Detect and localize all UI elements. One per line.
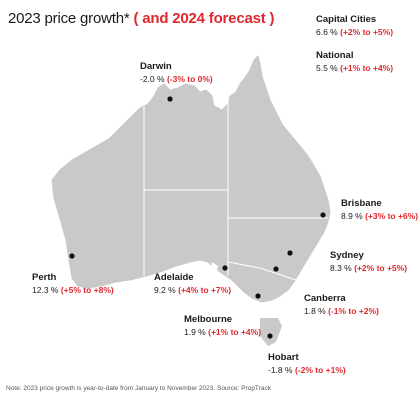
map-title: 2023 price growth* ( and 2024 forecast ) bbox=[8, 10, 275, 27]
canberra-value: 1.8 % bbox=[304, 306, 326, 316]
marker-brisbane bbox=[320, 212, 326, 218]
label-darwin: Darwin -2.0 % (-3% to 0%) bbox=[140, 61, 213, 85]
label-melbourne: Melbourne 1.9 % (+1% to +4%) bbox=[184, 314, 261, 338]
marker-melbourne bbox=[255, 293, 261, 299]
melbourne-value: 1.9 % bbox=[184, 327, 206, 337]
darwin-forecast: (-3% to 0%) bbox=[166, 74, 213, 84]
label-canberra: Canberra 1.8 % (-1% to +2%) bbox=[304, 293, 379, 317]
melbourne-forecast: (+1% to +4%) bbox=[208, 327, 262, 337]
hobart-name: Hobart bbox=[268, 352, 299, 363]
adelaide-forecast: (+4% to +7%) bbox=[178, 285, 232, 295]
national-forecast: (+1% to +4%) bbox=[340, 63, 394, 73]
brisbane-name: Brisbane bbox=[341, 198, 382, 209]
capital-forecast: (+2% to +5%) bbox=[340, 27, 394, 37]
marker-sydney bbox=[287, 250, 293, 256]
label-sydney: Sydney 8.3 % (+2% to +5%) bbox=[330, 250, 407, 274]
canberra-name: Canberra bbox=[304, 293, 346, 304]
national-value: 5.5 % bbox=[316, 63, 338, 73]
darwin-value: -2.0 % bbox=[140, 74, 165, 84]
perth-forecast: (+5% to +8%) bbox=[60, 285, 114, 295]
marker-hobart bbox=[267, 333, 273, 339]
city-markers bbox=[69, 96, 326, 339]
label-capital-cities: Capital Cities 6.6 % (+2% to +5%) bbox=[316, 14, 393, 38]
label-perth: Perth 12.3 % (+5% to +8%) bbox=[32, 272, 114, 296]
marker-perth bbox=[69, 253, 75, 259]
perth-value: 12.3 % bbox=[32, 285, 59, 295]
marker-darwin bbox=[167, 96, 173, 102]
label-adelaide: Adelaide 9.2 % (+4% to +7%) bbox=[154, 272, 231, 296]
darwin-name: Darwin bbox=[140, 61, 172, 72]
label-hobart: Hobart -1.8 % (-2% to +1%) bbox=[268, 352, 346, 376]
title-main: 2023 price growth* bbox=[8, 10, 130, 27]
sydney-value: 8.3 % bbox=[330, 263, 352, 273]
mainland bbox=[51, 55, 331, 303]
state-borders bbox=[143, 100, 328, 281]
melbourne-name: Melbourne bbox=[184, 314, 233, 325]
hobart-forecast: (-2% to +1%) bbox=[294, 365, 346, 375]
source-note: Note: 2023 price growth is year-to-date … bbox=[6, 385, 271, 392]
perth-name: Perth bbox=[32, 272, 57, 283]
brisbane-value: 8.9 % bbox=[341, 211, 363, 221]
adelaide-value: 9.2 % bbox=[154, 285, 176, 295]
title-forecast: ( and 2024 forecast ) bbox=[129, 10, 275, 27]
brisbane-forecast: (+3% to +6%) bbox=[365, 211, 418, 221]
adelaide-name: Adelaide bbox=[154, 272, 194, 283]
sydney-forecast: (+2% to +5%) bbox=[354, 263, 408, 273]
mainland-shape bbox=[51, 55, 331, 303]
eyre-peninsula bbox=[210, 262, 218, 276]
marker-canberra bbox=[273, 266, 279, 272]
label-brisbane: Brisbane 8.9 % (+3% to +6%) bbox=[341, 198, 418, 222]
sydney-name: Sydney bbox=[330, 250, 364, 261]
capital-value: 6.6 % bbox=[316, 27, 338, 37]
capital-name: Capital Cities bbox=[316, 14, 377, 25]
national-name: National bbox=[316, 50, 354, 61]
marker-adelaide bbox=[222, 265, 228, 271]
border-nsw-vic bbox=[227, 261, 297, 281]
hobart-value: -1.8 % bbox=[268, 365, 293, 375]
label-national: National 5.5 % (+1% to +4%) bbox=[316, 50, 393, 74]
canberra-forecast: (-1% to +2%) bbox=[328, 306, 379, 316]
tasmania-shape bbox=[260, 318, 282, 346]
